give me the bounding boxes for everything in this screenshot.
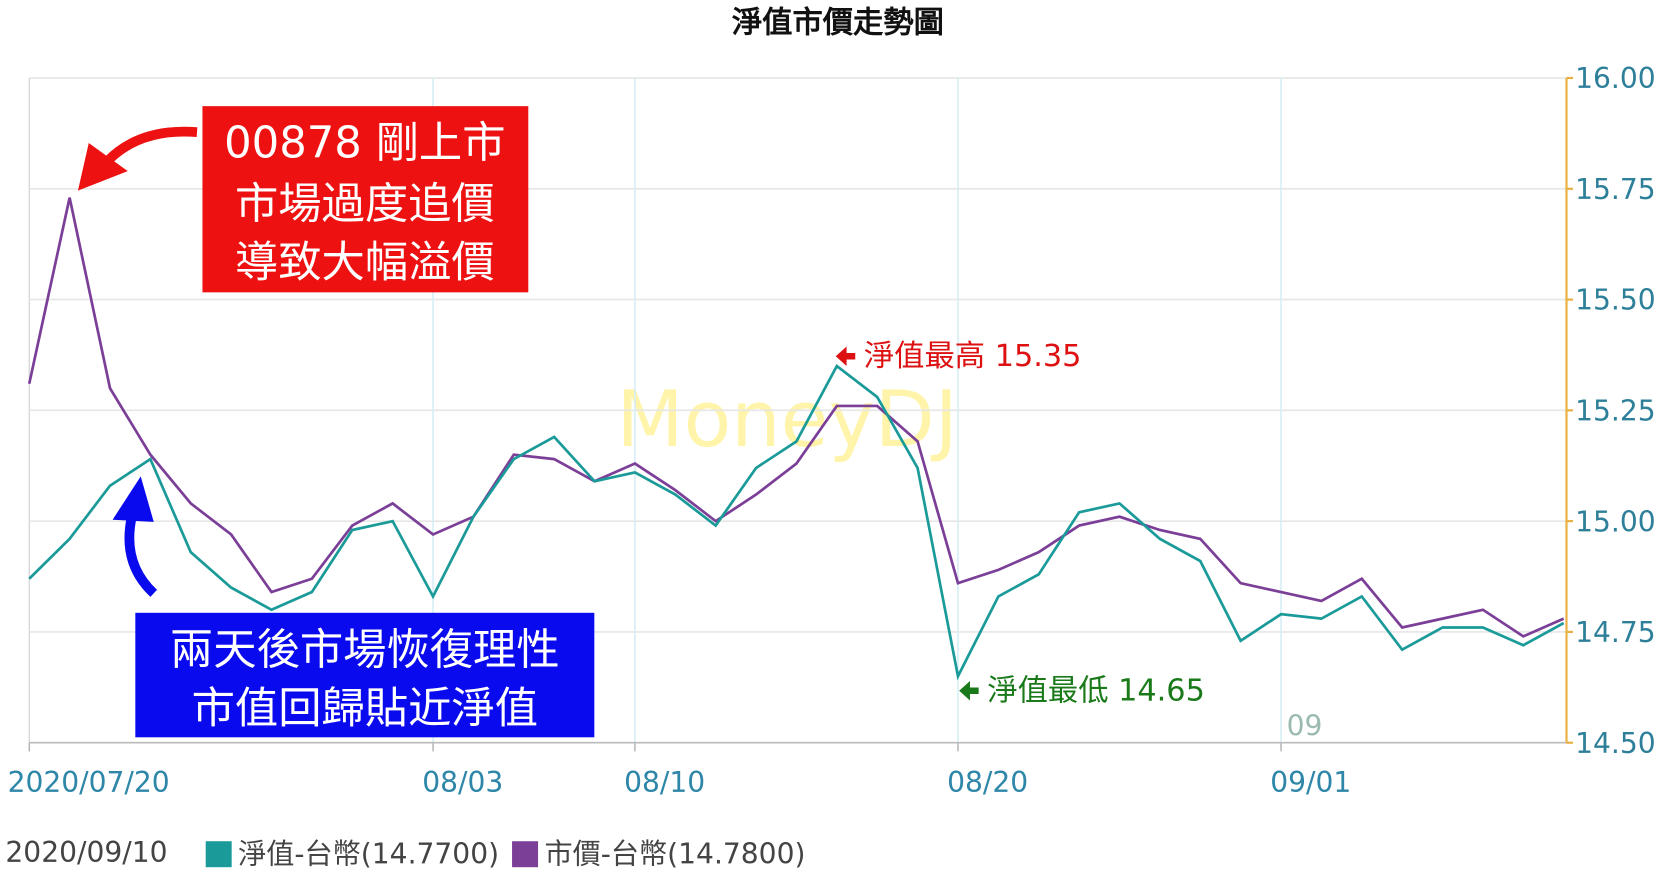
nav-low-label: 淨值最低 14.65 xyxy=(987,673,1205,708)
legend-swatch xyxy=(205,841,232,868)
x-tick-label: 09/01 xyxy=(1270,766,1351,799)
y-tick-label: 14.75 xyxy=(1575,616,1656,649)
y-tick-label: 15.00 xyxy=(1575,505,1656,538)
watermark: MoneyDJ xyxy=(616,375,957,465)
launch-arrowhead xyxy=(77,142,128,191)
y-tick-label: 15.25 xyxy=(1575,395,1656,428)
y-tick-label: 15.50 xyxy=(1575,284,1656,317)
y-tick-label: 16.00 xyxy=(1575,62,1656,95)
launch-note-box xyxy=(202,106,529,293)
plot-area: 14.50 14.75 15.00 15.25 15.50 15.75 16.00 2020/… xyxy=(8,62,1656,799)
recovery-note: 兩天後市場恢復理性 xyxy=(170,625,560,675)
recovery-arrow xyxy=(124,514,158,597)
recovery-note: 市值回歸貼近淨值 xyxy=(192,684,538,734)
axis-fragment: 09 xyxy=(1287,710,1323,743)
low-marker xyxy=(959,681,979,701)
legend-swatch xyxy=(512,841,539,868)
launch-note: 00878 剛上市 xyxy=(224,119,505,169)
x-tick-label: 08/03 xyxy=(422,766,503,799)
y-tick-label: 14.50 xyxy=(1575,727,1656,760)
x-tick-label: 2020/07/20 xyxy=(8,766,170,799)
launch-note: 導致大幅溢價 xyxy=(235,238,495,288)
series-line xyxy=(27,197,1565,638)
legend-date: 2020/09/10 xyxy=(5,836,167,869)
nav-high-label: 淨值最高 15.35 xyxy=(864,339,1082,374)
recovery-arrowhead xyxy=(112,476,154,522)
x-tick-label: 08/20 xyxy=(947,766,1028,799)
launch-arrow xyxy=(104,126,198,164)
chart-title: 淨值市價走勢圖 xyxy=(732,4,944,40)
recovery-note-box xyxy=(135,612,595,738)
high-marker xyxy=(835,346,856,366)
legend-label: 市價-台幣(14.7800) xyxy=(545,837,806,870)
legend: 淨值-台幣(14.7700) 市價-台幣(14.7800) xyxy=(205,837,806,870)
legend-label: 淨值-台幣(14.7700) xyxy=(238,837,499,870)
series-line xyxy=(28,364,1565,681)
launch-note: 市場過度追價 xyxy=(235,179,495,229)
x-tick-label: 08/10 xyxy=(624,766,705,799)
y-tick-label: 15.75 xyxy=(1575,173,1656,206)
